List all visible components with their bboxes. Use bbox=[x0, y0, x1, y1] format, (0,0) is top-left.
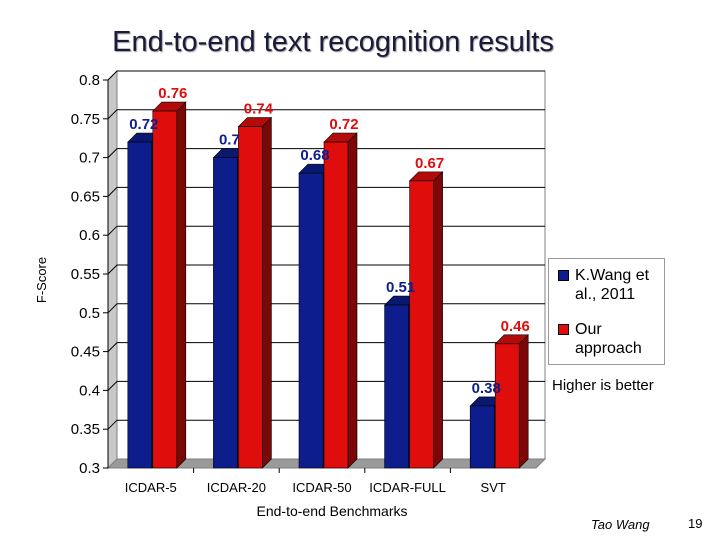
data-label: 0.38 bbox=[472, 380, 501, 397]
y-axis-ticks: 0.8 0.75 0.7 0.65 0.6 0.55 0.5 0.45 0.4 0.35 0.3 bbox=[71, 72, 109, 477]
data-label: 0.72 bbox=[329, 116, 358, 133]
x-tick-label: ICDAR-5 bbox=[125, 480, 177, 495]
y-tick-label: 0.6 bbox=[79, 227, 100, 244]
bar-ours-svt bbox=[494, 334, 529, 469]
gridline bbox=[107, 70, 545, 81]
y-tick-label: 0.55 bbox=[71, 266, 100, 283]
data-label: 0.51 bbox=[386, 279, 415, 296]
gridline bbox=[107, 109, 545, 120]
data-label: 0.68 bbox=[300, 147, 329, 164]
x-axis-label: End-to-end Benchmarks bbox=[257, 503, 408, 519]
bars bbox=[127, 101, 529, 469]
legend-swatch-kwang bbox=[558, 270, 569, 281]
y-tick-label: 0.3 bbox=[79, 460, 100, 477]
x-tick-label: ICDAR-FULL bbox=[369, 480, 446, 495]
bar-ours-icdar-50 bbox=[323, 132, 358, 469]
bar-ours-icdar-full bbox=[408, 171, 444, 469]
legend-label-kwang: K.Wang et al., 2011 bbox=[575, 267, 650, 303]
footer-author: Tao Wang bbox=[591, 517, 650, 532]
y-tick-label: 0.45 bbox=[71, 344, 100, 361]
gridline bbox=[107, 264, 545, 275]
gridline bbox=[107, 148, 545, 158]
gridline bbox=[107, 225, 545, 236]
y-tick-label: 0.5 bbox=[79, 305, 100, 322]
x-axis-ticks: ICDAR-5 ICDAR-20 ICDAR-50 ICDAR-FULL SVT bbox=[125, 468, 506, 495]
data-label: 0.76 bbox=[158, 85, 187, 102]
x-tick-label: ICDAR-20 bbox=[207, 480, 266, 495]
higher-is-better-note: Higher is better bbox=[552, 377, 654, 394]
legend-item-kwang: K.Wang et al., 2011 bbox=[558, 266, 667, 304]
bar-ours-icdar-20 bbox=[237, 116, 273, 469]
data-label: 0.72 bbox=[129, 116, 158, 133]
data-label: 0.46 bbox=[501, 318, 530, 335]
y-tick-label: 0.8 bbox=[79, 72, 100, 89]
legend-item-ours: Our approach bbox=[558, 320, 667, 358]
legend: K.Wang et al., 2011 Our approach bbox=[548, 258, 665, 365]
slide-title: End-to-end text recognition results bbox=[112, 26, 554, 58]
legend-swatch-ours bbox=[558, 324, 569, 335]
y-axis-label: F-Score bbox=[34, 257, 49, 303]
data-label: 0.7 bbox=[219, 132, 240, 149]
data-labels: 0.720.760.70.740.680.720.510.670.380.46 bbox=[129, 85, 530, 397]
gridlines bbox=[107, 70, 545, 430]
page-number: 19 bbox=[688, 516, 703, 531]
x-tick-label: ICDAR-50 bbox=[292, 480, 351, 495]
y-tick-label: 0.35 bbox=[71, 421, 100, 438]
data-label: 0.74 bbox=[244, 101, 274, 118]
y-tick-label: 0.75 bbox=[71, 111, 100, 128]
y-tick-label: 0.7 bbox=[79, 150, 100, 167]
gridline bbox=[107, 186, 545, 197]
legend-label-ours: Our approach bbox=[575, 321, 642, 357]
x-tick-label: SVT bbox=[481, 480, 506, 495]
y-tick-label: 0.65 bbox=[71, 188, 100, 205]
bar-ours-icdar-5 bbox=[152, 101, 187, 469]
data-label: 0.67 bbox=[415, 155, 444, 172]
y-tick-label: 0.4 bbox=[79, 382, 100, 399]
